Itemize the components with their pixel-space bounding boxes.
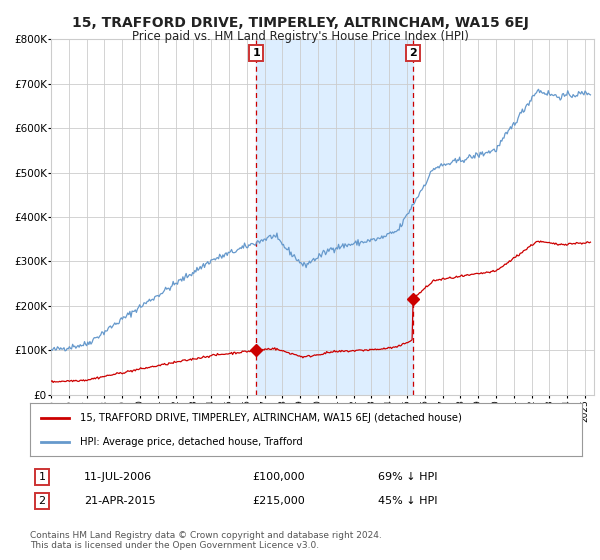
Text: 2: 2 (409, 48, 416, 58)
Text: 21-APR-2015: 21-APR-2015 (84, 496, 155, 506)
Text: £215,000: £215,000 (252, 496, 305, 506)
Text: 11-JUL-2006: 11-JUL-2006 (84, 472, 152, 482)
Text: £100,000: £100,000 (252, 472, 305, 482)
Text: Price paid vs. HM Land Registry's House Price Index (HPI): Price paid vs. HM Land Registry's House … (131, 30, 469, 43)
Text: 15, TRAFFORD DRIVE, TIMPERLEY, ALTRINCHAM, WA15 6EJ (detached house): 15, TRAFFORD DRIVE, TIMPERLEY, ALTRINCHA… (80, 413, 461, 423)
Text: 1: 1 (253, 48, 260, 58)
Text: HPI: Average price, detached house, Trafford: HPI: Average price, detached house, Traf… (80, 436, 302, 446)
Text: 1: 1 (38, 472, 46, 482)
Text: 69% ↓ HPI: 69% ↓ HPI (378, 472, 437, 482)
Text: 2: 2 (38, 496, 46, 506)
Text: 45% ↓ HPI: 45% ↓ HPI (378, 496, 437, 506)
Text: 15, TRAFFORD DRIVE, TIMPERLEY, ALTRINCHAM, WA15 6EJ: 15, TRAFFORD DRIVE, TIMPERLEY, ALTRINCHA… (71, 16, 529, 30)
Bar (256, 39, 413, 395)
Text: Contains HM Land Registry data © Crown copyright and database right 2024.
This d: Contains HM Land Registry data © Crown c… (30, 530, 382, 550)
